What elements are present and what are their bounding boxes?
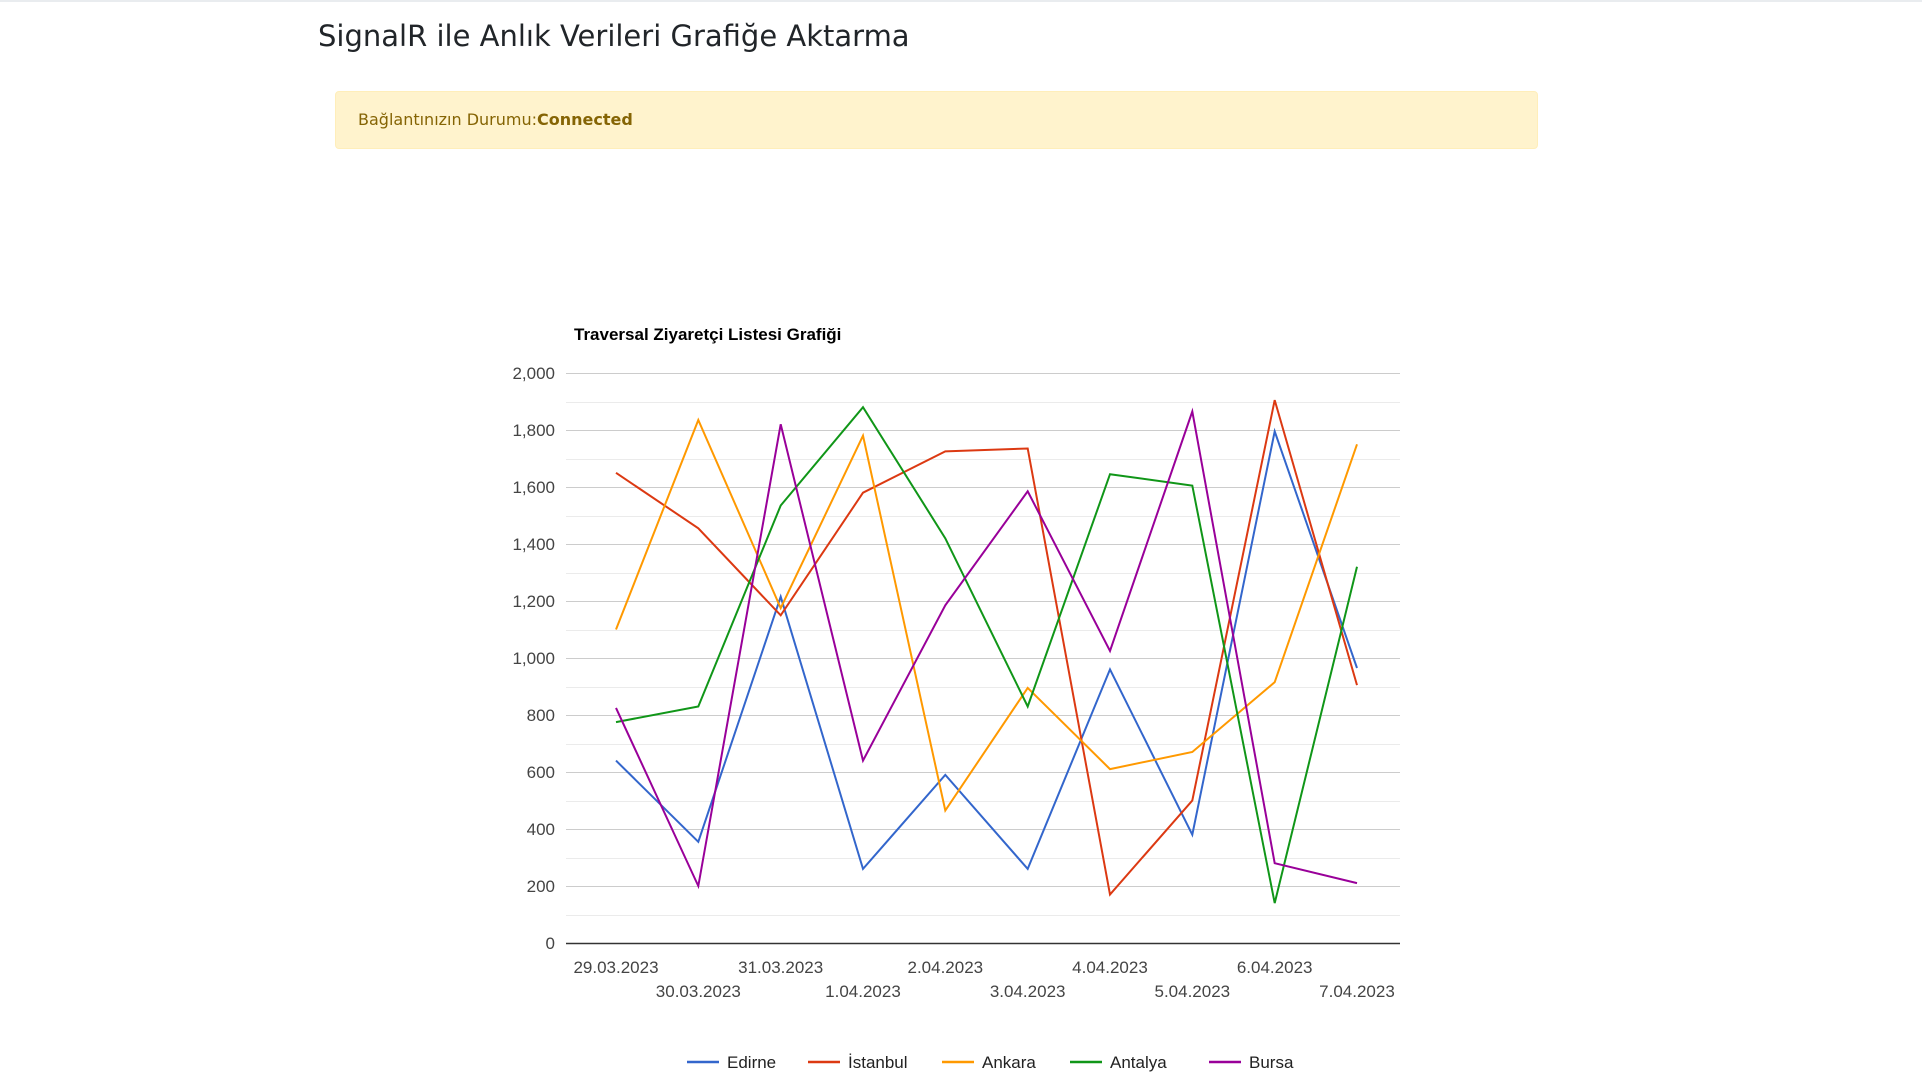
series-line-edirne[interactable] — [615, 427, 1358, 871]
y-tick-label: 600 — [527, 763, 555, 782]
legend-label: Edirne — [727, 1053, 776, 1072]
y-axis-ticks: 0 200 400 600 800 1,000 1,200 1,400 1,600 1,800 2,… — [512, 364, 555, 953]
x-tick-label: 4.04.2023 — [1072, 958, 1148, 977]
legend-label: İstanbul — [848, 1053, 908, 1072]
legend-item[interactable]: İstanbul — [808, 1053, 908, 1072]
legend-label: Bursa — [1249, 1053, 1294, 1072]
connection-status-alert: Bağlantınızın Durumu:Connected — [335, 91, 1538, 149]
legend-item[interactable]: Edirne — [687, 1053, 776, 1072]
y-tick-label: 1,000 — [512, 649, 555, 668]
y-tick-label: 0 — [546, 934, 555, 953]
x-tick-label: 29.03.2023 — [573, 958, 658, 977]
x-tick-label: 5.04.2023 — [1155, 982, 1231, 1001]
legend-label: Antalya — [1110, 1053, 1167, 1072]
series-line-bursa[interactable] — [615, 407, 1358, 890]
series-line-antalya[interactable] — [615, 405, 1358, 904]
x-tick-label: 3.04.2023 — [990, 982, 1066, 1001]
x-tick-label: 30.03.2023 — [656, 982, 741, 1001]
gridlines — [566, 373, 1400, 945]
y-tick-label: 1,400 — [512, 535, 555, 554]
connection-status-value: Connected — [537, 110, 633, 129]
y-tick-label: 1,800 — [512, 421, 555, 440]
y-tick-label: 200 — [527, 877, 555, 896]
legend-label: Ankara — [982, 1053, 1036, 1072]
connection-status-label: Bağlantınızın Durumu: — [358, 110, 537, 129]
series-line-i̇stanbul[interactable] — [615, 399, 1358, 897]
x-tick-label: 7.04.2023 — [1319, 982, 1395, 1001]
page-title: SignalR ile Anlık Verileri Grafiğe Aktar… — [318, 19, 910, 53]
series-lines — [615, 399, 1358, 904]
legend-item[interactable]: Bursa — [1209, 1053, 1294, 1072]
y-tick-label: 2,000 — [512, 364, 555, 383]
y-tick-label: 400 — [527, 820, 555, 839]
y-tick-label: 1,200 — [512, 592, 555, 611]
chart-title: Traversal Ziyaretçi Listesi Grafiği — [574, 325, 841, 344]
legend-item[interactable]: Ankara — [942, 1053, 1036, 1072]
x-tick-label: 31.03.2023 — [738, 958, 823, 977]
x-tick-label: 1.04.2023 — [825, 982, 901, 1001]
top-rule — [0, 0, 1922, 2]
y-tick-label: 1,600 — [512, 478, 555, 497]
y-tick-label: 800 — [527, 706, 555, 725]
series-line-ankara[interactable] — [615, 417, 1358, 813]
x-tick-label: 6.04.2023 — [1237, 958, 1313, 977]
legend-item[interactable]: Antalya — [1070, 1053, 1167, 1072]
legend[interactable]: Edirne İstanbul Ankara Antalya Bursa — [687, 1053, 1294, 1072]
x-tick-label: 2.04.2023 — [908, 958, 984, 977]
